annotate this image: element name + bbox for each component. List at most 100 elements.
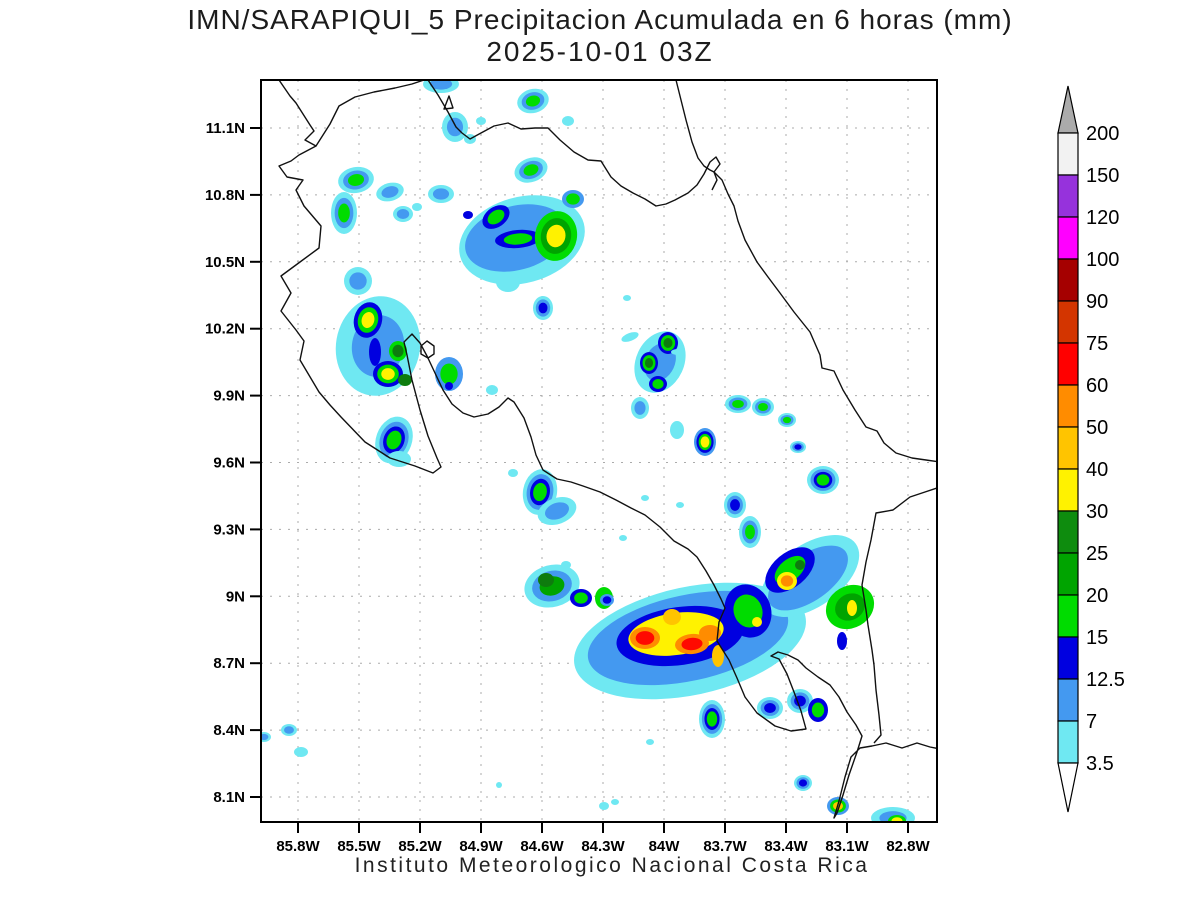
colorbar-segment [1057, 594, 1079, 638]
precip-cell-layer [396, 209, 410, 219]
precip-cell-layer [349, 272, 367, 290]
precip-cell-layer [445, 382, 453, 390]
colorbar-labels: 200 150 120 100 90 75 60 50 40 30 25 20 15 12.5 7 3.5 [1086, 123, 1125, 775]
precip-cell-layer [361, 312, 375, 328]
colorbar-label: 90 [1086, 291, 1108, 313]
axis-ticks [250, 127, 909, 833]
precip-cell-layer [700, 436, 710, 448]
x-tick-label: 85.5W [337, 838, 381, 855]
x-tick-label: 83.7W [703, 838, 747, 855]
precip-cell-layer [294, 747, 308, 757]
precip-cell-layer [891, 817, 903, 822]
x-tick-label: 84.6W [520, 838, 564, 855]
precip-cell-layer [745, 524, 755, 540]
precip-cell-layer [768, 545, 848, 611]
colorbar: 200 150 120 100 90 75 60 50 40 30 25 20 15 12.5 7 3.5 [1057, 85, 1125, 813]
precip-cell-layer [386, 430, 402, 450]
precip-cell-layer [811, 702, 825, 718]
precip-cell-layer [794, 695, 806, 707]
precip-cell-layer [764, 703, 776, 713]
colorbar-label: 75 [1086, 333, 1108, 355]
colorbar-label: 30 [1086, 501, 1108, 523]
precip-cell-layer [496, 782, 502, 788]
precip-cell-layer [369, 338, 381, 366]
precip-cell-layer [676, 502, 684, 508]
colorbar-label: 40 [1086, 459, 1108, 481]
colorbar-segment [1057, 468, 1079, 512]
colorbar-label: 200 [1086, 123, 1119, 145]
y-tick-label: 8.4N [213, 722, 245, 739]
chart-valid-time: 2025-10-01 03Z [486, 36, 714, 67]
colorbar-label: 25 [1086, 543, 1108, 565]
precipitation-shading [261, 80, 915, 822]
x-tick-label: 83.1W [825, 838, 869, 855]
precip-cell-layer [621, 332, 639, 342]
precip-cell-layer [681, 637, 703, 651]
y-tick-label: 10.8N [205, 187, 245, 204]
colorbar-label: 150 [1086, 165, 1119, 187]
colorbar-label: 100 [1086, 249, 1119, 271]
colorbar-segment [1057, 636, 1079, 680]
coastline [443, 95, 454, 110]
precip-cell-layer [816, 474, 830, 486]
coastline [420, 340, 435, 359]
precip-cell-layer [523, 164, 539, 176]
chart-title: IMN/SARAPIQUI_5 Precipitacion Acumulada … [187, 4, 1013, 35]
axis-labels: 11.1N 10.8N 10.5N 10.2N 9.9N 9.6N 9.3N 9N 8.7N 8.… [205, 120, 931, 855]
precip-cell-layer [758, 402, 768, 412]
precip-cell-layer [780, 575, 794, 587]
precip-cell-layer [634, 401, 646, 415]
precip-cell-layer [525, 95, 541, 107]
precip-cell-layer [652, 379, 664, 389]
precip-cell-layer [261, 733, 269, 741]
precip-cell-layer [641, 495, 649, 501]
precip-cell-layer [646, 739, 654, 745]
precip-cell-layer [440, 363, 458, 385]
precip-cell-layer [446, 117, 464, 137]
x-tick-label: 84W [649, 838, 681, 855]
colorbar-segment [1057, 132, 1079, 176]
x-tick-label: 82.8W [886, 838, 930, 855]
colorbar-segment [1057, 552, 1079, 596]
colorbar-segment [1057, 720, 1079, 764]
precip-cell-layer [730, 499, 740, 511]
colorbar-segment [1057, 216, 1079, 260]
y-tick-label: 8.7N [213, 655, 245, 672]
precip-cell-layer [837, 632, 847, 650]
y-tick-label: 8.1N [213, 789, 245, 806]
precip-cell-layer [545, 502, 569, 520]
coastline [675, 80, 937, 463]
precip-cell-layer [487, 209, 505, 225]
precip-cell-layer [712, 645, 724, 667]
x-tick-label: 84.3W [581, 838, 625, 855]
y-tick-label: 9.3N [213, 521, 245, 538]
precip-cell-layer [671, 349, 685, 355]
precip-cell-layer [663, 609, 681, 625]
precip-cell-layer [284, 726, 294, 734]
precip-cell-layer [496, 272, 520, 292]
coastline [427, 80, 721, 207]
colorbar-segment [1057, 426, 1079, 470]
precip-cell-layer [782, 416, 792, 424]
precip-cell-layer [398, 374, 412, 386]
precip-cell-layer [635, 631, 655, 645]
y-tick-label: 11.1N [206, 120, 245, 137]
precip-cell-layer [476, 117, 486, 125]
precip-cell-layer [381, 186, 399, 198]
y-tick-label: 9N [226, 588, 245, 605]
precip-cell-layer [546, 224, 566, 248]
colorbar-label: 7 [1086, 711, 1097, 733]
precip-cell-layer [387, 451, 411, 467]
precip-cell-layer [486, 385, 498, 395]
coastline [278, 80, 937, 819]
credit-line: Instituto Meteorologico Nacional Costa R… [354, 854, 870, 877]
coastline-group [278, 80, 937, 819]
precip-cell-layer [794, 444, 802, 450]
precip-cell-layer [795, 560, 805, 570]
precip-cell-layer [732, 399, 744, 409]
precip-cell-layer [623, 295, 631, 301]
colorbar-label: 20 [1086, 585, 1108, 607]
colorbar-label: 120 [1086, 207, 1119, 229]
